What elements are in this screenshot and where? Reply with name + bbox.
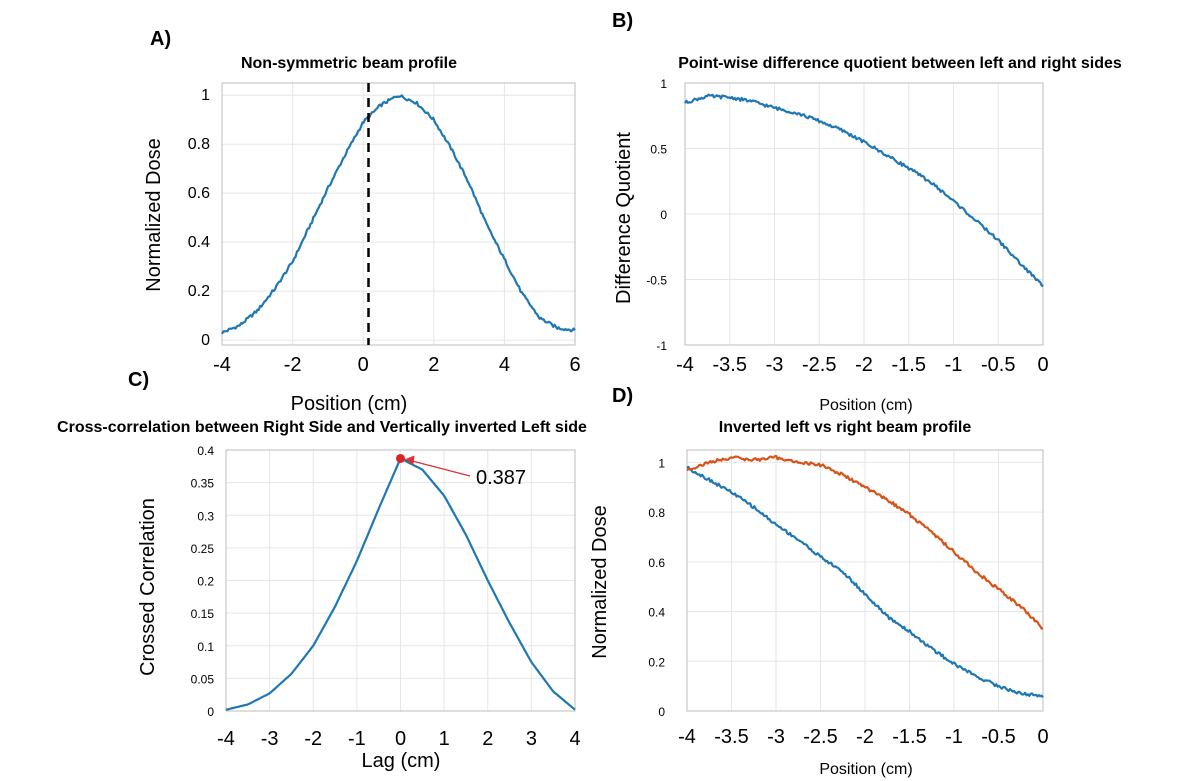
- chart-b-xtick-label: 0: [1037, 354, 1048, 376]
- chart-a-plot: -4 -2 0 2 4 6 0 0.2 0.4 0.6 0.8 1: [188, 82, 581, 376]
- chart-c-ytick-label: 0.4: [197, 444, 214, 458]
- panel-letter-a: A): [150, 28, 171, 50]
- chart-a-ytick-label: 0.6: [188, 185, 210, 202]
- chart-a-ylabel: Normalized Dose: [143, 138, 165, 291]
- chart-a-xtick-label: 6: [569, 354, 580, 376]
- chart-c-xtick-label: 4: [569, 728, 580, 750]
- chart-c-ytick-label: 0: [207, 705, 214, 719]
- panel-letter-b: B): [612, 10, 633, 32]
- chart-d-xtick-label: 0: [1037, 726, 1048, 748]
- chart-c-xtick-label: 1: [439, 728, 450, 750]
- chart-a-ytick-label: 0.2: [188, 283, 210, 300]
- chart-d-xtick-label: -2: [856, 726, 874, 748]
- chart-c-peak-label: 0.387: [476, 467, 526, 489]
- chart-a-xtick-label: 0: [358, 354, 369, 376]
- chart-c-xtick-label: 3: [526, 728, 537, 750]
- chart-c-ytick-label: 0.1: [197, 640, 214, 654]
- chart-a-axes-box: [221, 82, 576, 346]
- chart-c-ytick-label: 0.2: [197, 575, 214, 589]
- chart-c-xlabel: Lag (cm): [362, 750, 441, 772]
- chart-d-ytick-label: 0.8: [648, 506, 665, 520]
- chart-d-xtick-label: -0.5: [981, 726, 1015, 748]
- chart-b-ytick-label: 0: [660, 208, 667, 222]
- chart-c-ytick-label: 0.3: [197, 509, 214, 523]
- chart-a-ytick-label: 0: [201, 332, 210, 349]
- chart-b-ytick-label: 1: [660, 77, 667, 91]
- chart-d-xtick-label: -2.5: [803, 726, 837, 748]
- chart-a-xtick-label: -2: [284, 354, 302, 376]
- chart-c-xtick-label: -4: [217, 728, 235, 750]
- chart-c-xtick-label: -3: [261, 728, 279, 750]
- chart-c-peak-marker: [396, 453, 405, 463]
- chart-b-ylabel: Difference Quotient: [613, 132, 635, 304]
- chart-d-title: Inverted left vs right beam profile: [719, 419, 972, 436]
- chart-c-xtick-label: 0: [395, 728, 406, 750]
- chart-c-xtick-label: 2: [482, 728, 493, 750]
- chart-b-xtick-label: -4: [676, 354, 694, 376]
- chart-c-ytick-label: 0.05: [191, 672, 215, 686]
- panel-letter-c: C): [128, 369, 149, 391]
- chart-b-xlabel: Position (cm): [819, 397, 912, 414]
- chart-a-ytick-label: 1: [201, 87, 210, 104]
- chart-b-xtick-label: -3.5: [713, 354, 747, 376]
- chart-d-ytick-label: 0.4: [648, 606, 665, 620]
- chart-a-ytick-label: 0.4: [188, 234, 210, 251]
- chart-d-xtick-label: -4: [678, 726, 696, 748]
- chart-b-ytick-label: -1: [656, 339, 667, 353]
- chart-a-xtick-label: 2: [428, 354, 439, 376]
- chart-b-title: Point-wise difference quotient between l…: [678, 55, 1122, 72]
- chart-c-peak-arrowhead: [404, 455, 415, 465]
- chart-d-xtick-label: -3.5: [714, 726, 748, 748]
- chart-c-ytick-label: 0.25: [191, 542, 215, 556]
- chart-c-plot: -4 -3 -2 -1 0 1 2 3 4 0 0.05 0.1 0.15 0.2 0.25 0.3 0.35 0…: [191, 444, 581, 750]
- chart-b-axes-box: [684, 82, 1044, 346]
- chart-c-peak-arrow: [406, 458, 471, 477]
- chart-c-xtick-label: -1: [348, 728, 366, 750]
- chart-d-ytick-label: 0: [658, 705, 665, 719]
- chart-d-ytick-label: 1: [658, 456, 665, 470]
- chart-d-plot: -4 -3.5 -3 -2.5 -2 -1.5 -1 -0.5 0 0 0.2 0.4 0.6 0.8 1: [648, 449, 1049, 748]
- chart-a-xtick-label: -4: [213, 354, 231, 376]
- chart-b-xtick-label: -2.5: [802, 354, 836, 376]
- chart-b-xtick-label: -3: [766, 354, 784, 376]
- chart-d-xlabel: Position (cm): [819, 761, 912, 778]
- chart-d-series-blue: [686, 465, 1044, 699]
- panel-letter-d: D): [612, 385, 633, 407]
- chart-c-xtick-label: -2: [304, 728, 322, 750]
- chart-c-ylabel: Crossed Correlation: [137, 498, 159, 676]
- chart-a-ytick-label: 0.8: [188, 136, 210, 153]
- chart-b-xtick-label: -1.5: [892, 354, 926, 376]
- chart-c-axes-box: [225, 449, 576, 712]
- chart-b-xtick-label: -2: [855, 354, 873, 376]
- chart-b-ytick-label: -0.5: [646, 274, 667, 288]
- chart-c-title: Cross-correlation between Right Side and…: [57, 419, 587, 436]
- chart-b-xtick-label: -1: [945, 354, 963, 376]
- chart-c-ytick-label: 0.35: [191, 477, 215, 491]
- chart-d-xtick-label: -1: [945, 726, 963, 748]
- chart-a-title: Non-symmetric beam profile: [241, 55, 457, 72]
- chart-a-xtick-label: 4: [499, 354, 510, 376]
- chart-d-series-orange: [686, 455, 1044, 630]
- chart-d-xtick-label: -1.5: [892, 726, 926, 748]
- chart-a-xlabel: Position (cm): [291, 393, 408, 415]
- chart-d-ytick-label: 0.6: [648, 556, 665, 570]
- chart-d-xtick-label: -3: [767, 726, 785, 748]
- chart-d-ylabel: Normalized Dose: [589, 505, 611, 658]
- chart-b-ytick-label: 0.5: [650, 143, 667, 157]
- chart-b-plot: -4 -3.5 -3 -2.5 -2 -1.5 -1 -0.5 0 -1 -0.5 0 0.5 1: [646, 77, 1048, 376]
- chart-c-ytick-label: 0.15: [191, 607, 215, 621]
- chart-b-xtick-label: -0.5: [981, 354, 1015, 376]
- chart-a-series-blue: [221, 94, 576, 335]
- chart-d-axes-box: [686, 449, 1044, 712]
- chart-b-series-blue: [684, 93, 1044, 288]
- chart-d-ytick-label: 0.2: [648, 655, 665, 669]
